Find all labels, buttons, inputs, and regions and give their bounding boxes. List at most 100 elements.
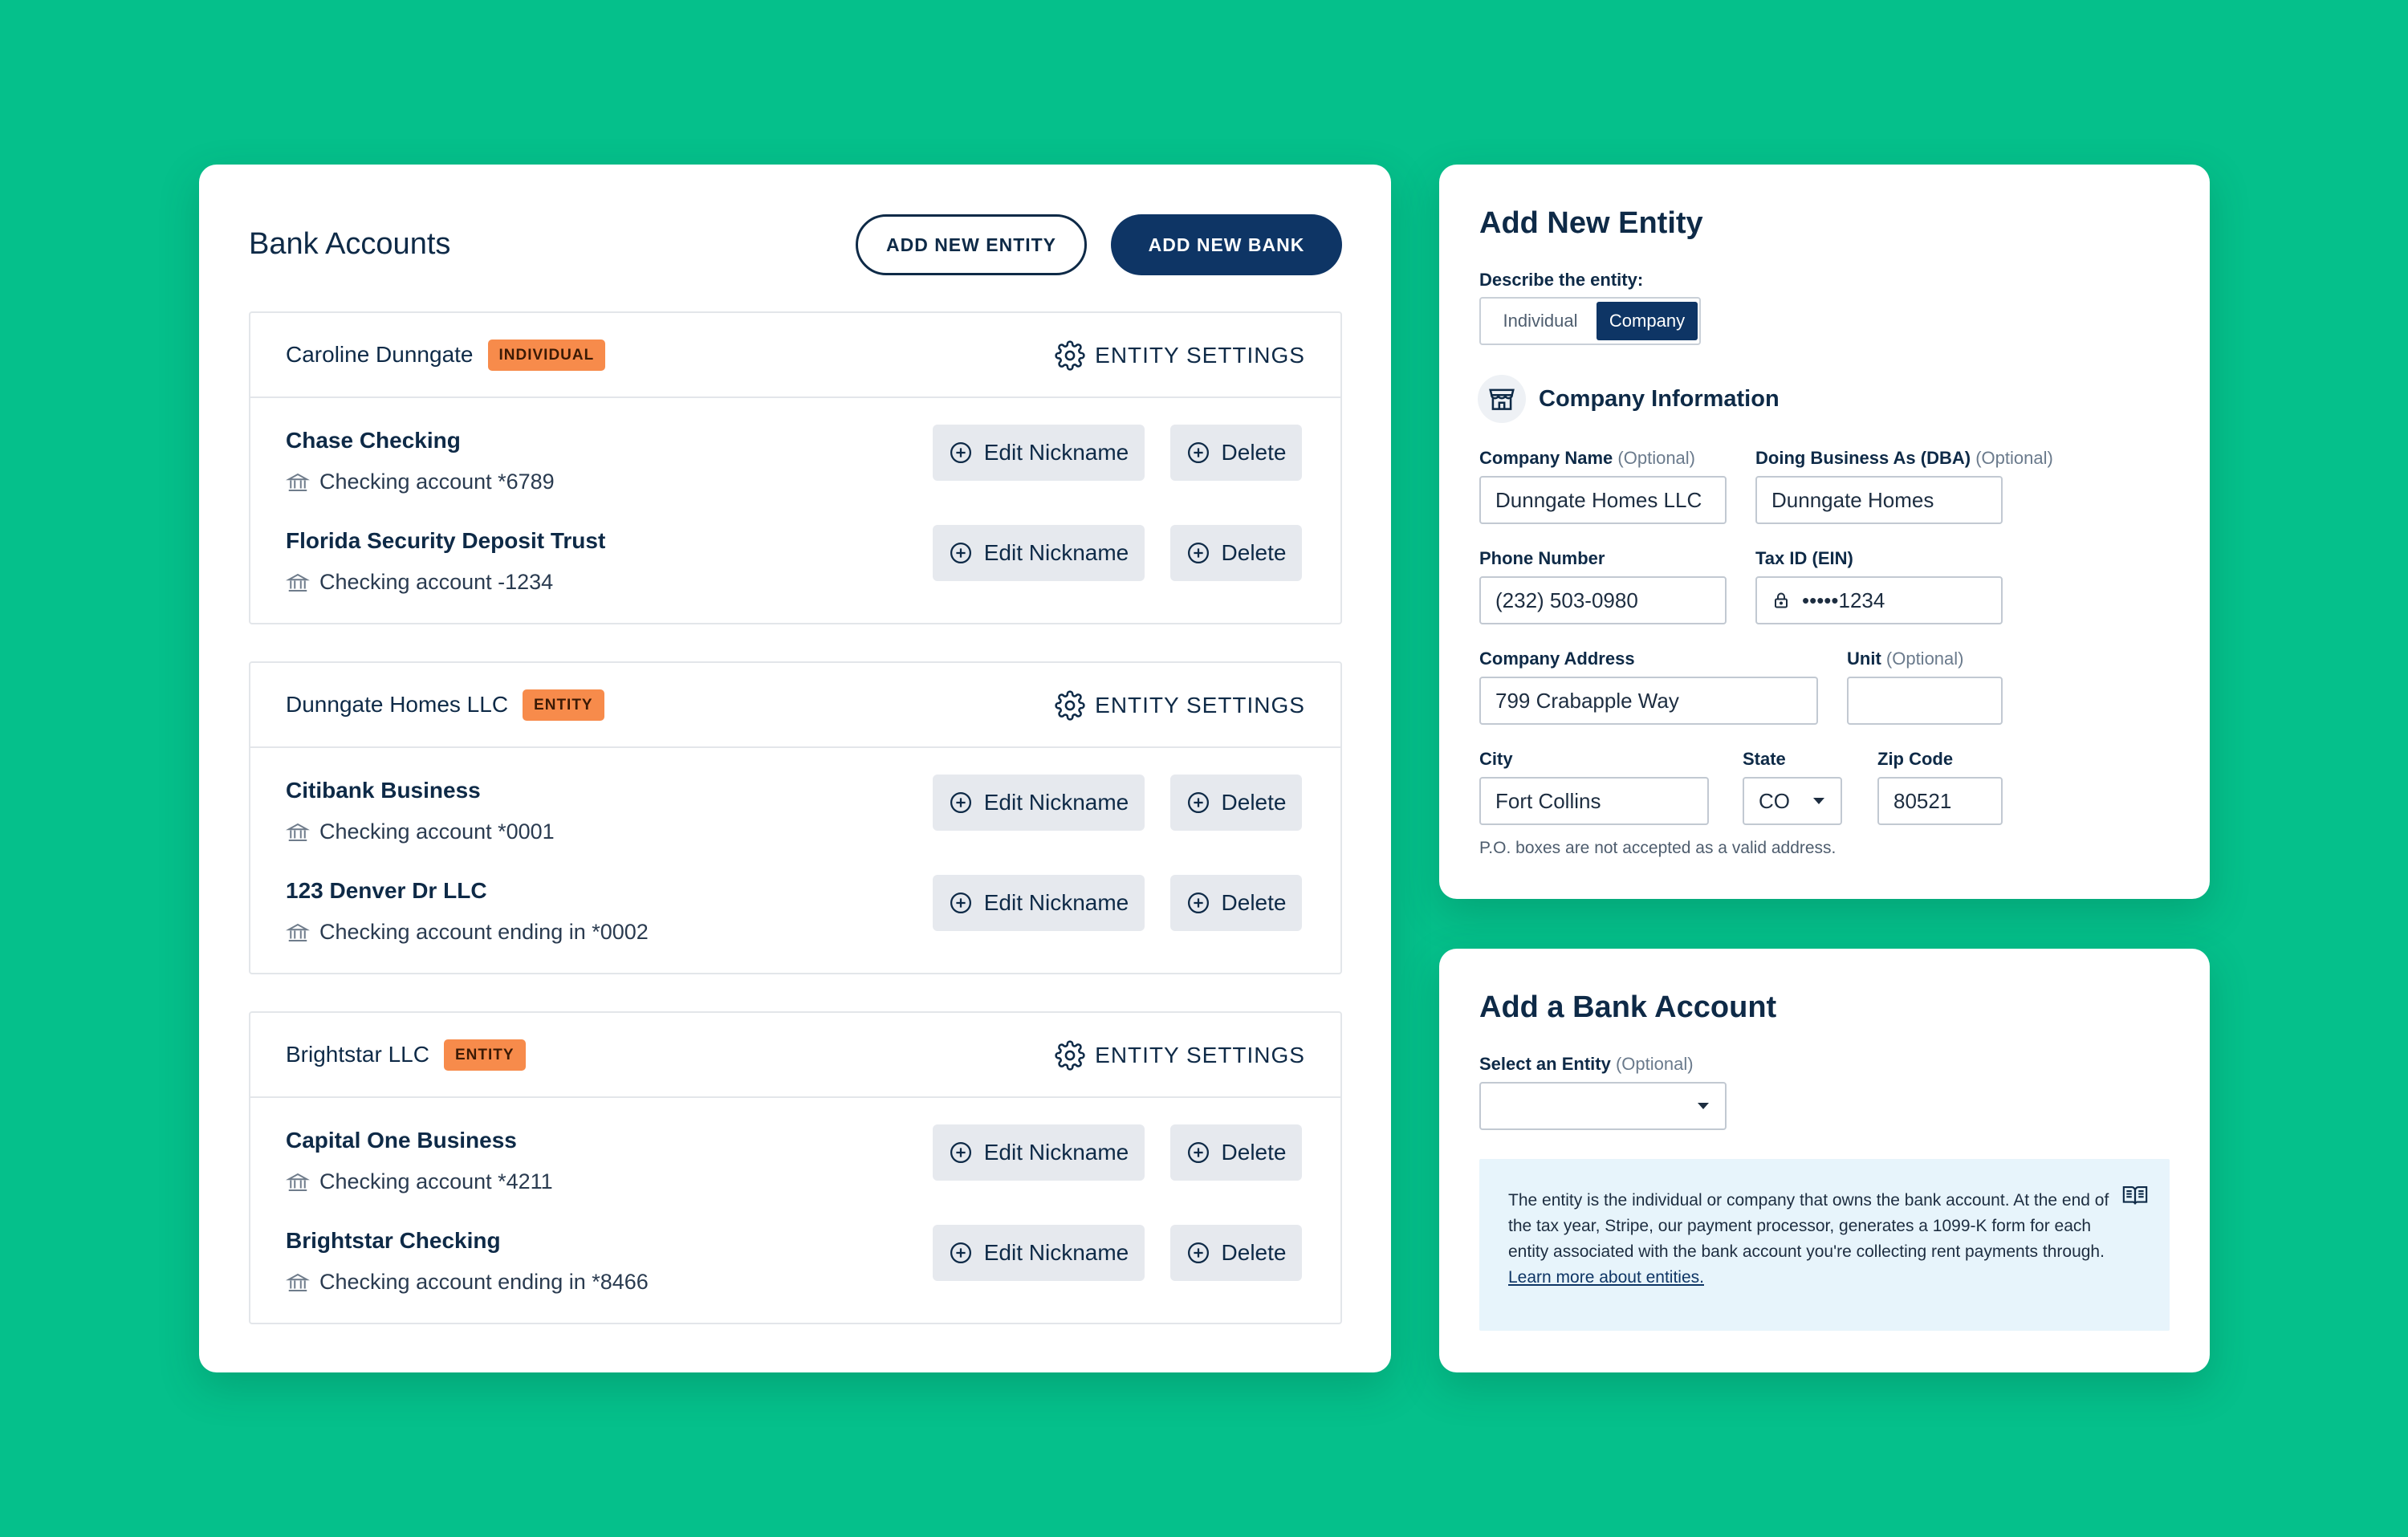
add-bank-title: Add a Bank Account (1479, 990, 1777, 1024)
bank-icon (286, 473, 310, 491)
account-name: Brightstar Checking (286, 1228, 501, 1253)
bank-icon (286, 573, 310, 592)
unit-label: Unit (Optional) (1847, 649, 1963, 669)
company-name-label-text: Company Name (1479, 448, 1613, 468)
edit-nickname-label: Edit Nickname (983, 790, 1129, 815)
plus-circle-icon (1187, 893, 1209, 913)
tax-id-field[interactable] (1755, 576, 2003, 624)
lock-icon (1775, 592, 1788, 608)
account-detail: Checking account *4211 (286, 1169, 553, 1194)
zip-code-label: Zip Code (1877, 749, 1954, 769)
account-detail-text: Checking account *6789 (319, 470, 555, 494)
plus-circle-icon (950, 792, 971, 813)
delete-label: Delete (1221, 890, 1287, 915)
select-entity-label: Select an Entity (Optional) (1479, 1054, 1694, 1075)
phone-input[interactable] (1479, 576, 1727, 624)
entity-settings-button[interactable]: ENTITY SETTINGS (1055, 313, 1305, 398)
plus-circle-icon (950, 543, 971, 563)
account-row: Brightstar Checking Checking account end… (286, 1225, 1308, 1308)
delete-button[interactable]: Delete (1170, 425, 1302, 481)
entity-type-badge: INDIVIDUAL (487, 339, 606, 371)
delete-button[interactable]: Delete (1170, 525, 1302, 581)
learn-more-link[interactable]: Learn more about entities. (1508, 1268, 1704, 1287)
state-select-value: CO (1759, 788, 1790, 813)
entity-settings-button[interactable]: ENTITY SETTINGS (1055, 1013, 1305, 1098)
edit-nickname-label: Edit Nickname (983, 1140, 1129, 1165)
delete-label: Delete (1221, 1140, 1287, 1165)
entity-group-header: Brightstar LLC ENTITY ENTITY SETTINGS (250, 1013, 1340, 1098)
account-detail-text: Checking account ending in *0002 (319, 920, 649, 944)
account-row: Florida Security Deposit Trust Checking … (286, 525, 1308, 608)
account-name: Capital One Business (286, 1128, 517, 1153)
account-name: Citibank Business (286, 778, 481, 803)
delete-button[interactable]: Delete (1170, 775, 1302, 831)
plus-circle-icon (1187, 442, 1209, 463)
city-input[interactable] (1479, 777, 1709, 825)
gear-icon (1055, 690, 1085, 721)
dba-label: Doing Business As (DBA) (Optional) (1755, 448, 2053, 469)
account-row: Citibank Business Checking account *0001… (286, 775, 1308, 858)
bank-icon (286, 923, 310, 941)
edit-nickname-button[interactable]: Edit Nickname (933, 775, 1145, 831)
account-row: Capital One Business Checking account *4… (286, 1124, 1308, 1208)
select-entity-label-text: Select an Entity (1479, 1054, 1611, 1074)
entity-group-header: Caroline Dunngate INDIVIDUAL ENTITY SETT… (250, 313, 1340, 398)
state-select[interactable]: CO (1743, 777, 1842, 825)
plus-circle-icon (950, 442, 971, 463)
phone-label: Phone Number (1479, 548, 1605, 568)
gear-icon (1055, 340, 1085, 371)
entity-name: Caroline Dunngate (286, 342, 474, 367)
company-name-input[interactable] (1479, 476, 1727, 524)
account-detail: Checking account ending in *0002 (286, 920, 649, 945)
tax-id-input[interactable] (1802, 588, 2001, 613)
edit-nickname-button[interactable]: Edit Nickname (933, 875, 1145, 931)
add-entity-card: Add New Entity Describe the entity: Indi… (1439, 165, 2210, 899)
plus-circle-icon (950, 1142, 971, 1163)
entity-group-header: Dunngate Homes LLC ENTITY ENTITY SETTING… (250, 663, 1340, 748)
edit-nickname-button[interactable]: Edit Nickname (933, 525, 1145, 581)
entity-info-text: The entity is the individual or company … (1508, 1188, 2121, 1291)
option-company[interactable]: Company (1597, 302, 1698, 340)
add-entity-title: Add New Entity (1479, 206, 1703, 240)
page-title: Bank Accounts (249, 227, 451, 261)
entity-settings-label: ENTITY SETTINGS (1095, 1043, 1305, 1067)
delete-button[interactable]: Delete (1170, 1225, 1302, 1281)
bank-accounts-card: Bank Accounts ADD NEW ENTITY ADD NEW BAN… (199, 165, 1391, 1372)
entity-info-box: The entity is the individual or company … (1479, 1159, 2170, 1331)
delete-label: Delete (1221, 540, 1287, 565)
select-entity-dropdown[interactable] (1479, 1082, 1727, 1130)
delete-label: Delete (1221, 790, 1287, 815)
entity-type-badge: ENTITY (443, 1039, 526, 1071)
edit-nickname-label: Edit Nickname (983, 1240, 1129, 1265)
entity-info-body: The entity is the individual or company … (1508, 1191, 2109, 1261)
book-icon (2122, 1186, 2148, 1205)
delete-button[interactable]: Delete (1170, 1124, 1302, 1181)
delete-button[interactable]: Delete (1170, 875, 1302, 931)
entity-settings-button[interactable]: ENTITY SETTINGS (1055, 663, 1305, 748)
optional-hint: (Optional) (1617, 448, 1695, 468)
tax-id-label: Tax ID (EIN) (1755, 548, 1853, 568)
add-new-bank-button[interactable]: ADD NEW BANK (1111, 214, 1342, 275)
delete-label: Delete (1221, 1240, 1287, 1265)
caret-down-icon (1813, 798, 1824, 804)
account-row: Chase Checking Checking account *6789 Ed… (286, 425, 1308, 508)
edit-nickname-button[interactable]: Edit Nickname (933, 1225, 1145, 1281)
option-individual[interactable]: Individual (1503, 311, 1578, 331)
account-detail-text: Checking account *0001 (319, 819, 555, 844)
account-detail: Checking account -1234 (286, 570, 553, 595)
bank-icon (286, 823, 310, 841)
account-name: Florida Security Deposit Trust (286, 528, 606, 553)
unit-input[interactable] (1847, 677, 2003, 725)
company-information-heading: Company Information (1539, 386, 1780, 412)
add-new-entity-button[interactable]: ADD NEW ENTITY (856, 214, 1087, 275)
plus-circle-icon (1187, 792, 1209, 813)
bank-icon (286, 1273, 310, 1291)
edit-nickname-label: Edit Nickname (983, 440, 1129, 465)
company-address-input[interactable] (1479, 677, 1818, 725)
po-box-note: P.O. boxes are not accepted as a valid a… (1479, 839, 1837, 857)
zip-code-input[interactable] (1877, 777, 2003, 825)
edit-nickname-button[interactable]: Edit Nickname (933, 1124, 1145, 1181)
edit-nickname-button[interactable]: Edit Nickname (933, 425, 1145, 481)
unit-label-text: Unit (1847, 649, 1881, 669)
dba-input[interactable] (1755, 476, 2003, 524)
